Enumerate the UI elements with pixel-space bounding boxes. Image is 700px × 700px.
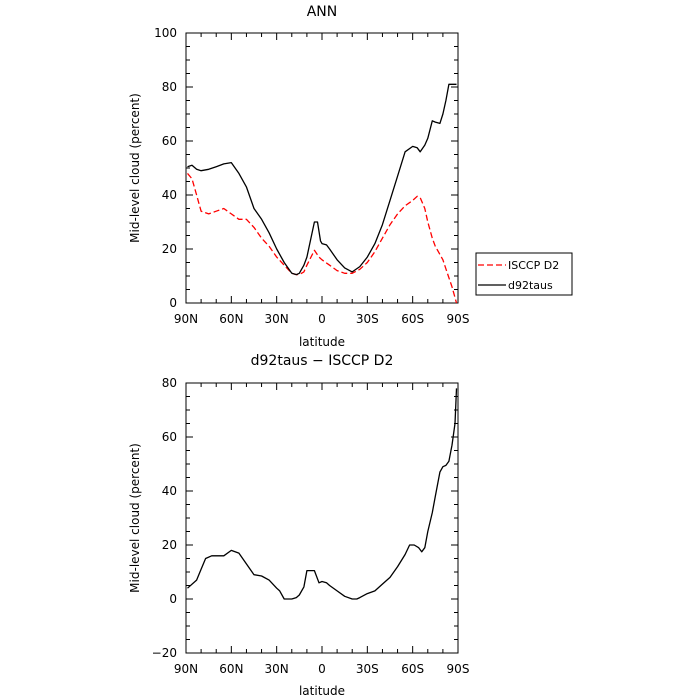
chart-bottom-xlabel: latitude (299, 684, 345, 698)
series-line-top-0 (187, 172, 458, 304)
chart-top-title: ANN (307, 4, 338, 20)
x-tick-label: 90N (174, 312, 198, 326)
y-tick-label: −20 (152, 646, 177, 660)
chart-bottom-ticks: 90N 60N 30N 0 30S 60S 90S −20 0 20 40 60 80 (152, 376, 470, 676)
x-tick-label: 60S (401, 662, 424, 676)
y-tick-label: 0 (169, 592, 177, 606)
chart-top: ANN 90N 60N 30N 0 30S 60S 90S 0 20 40 60 80 100 lati… (128, 4, 573, 349)
y-tick-label: 80 (162, 376, 177, 390)
chart-top-ylabel: Mid-level cloud (percent) (128, 93, 142, 243)
x-tick-label: 30N (265, 312, 289, 326)
x-tick-label: 0 (318, 662, 326, 676)
y-tick-label: 40 (162, 484, 177, 498)
chart-top-xlabel: latitude (299, 335, 345, 349)
chart-bottom-title: d92taus − ISCCP D2 (251, 353, 394, 369)
x-tick-label: 90N (174, 662, 198, 676)
x-tick-label: 60N (219, 312, 243, 326)
x-tick-label: 30S (356, 662, 379, 676)
legend-label-d92taus: d92taus (508, 279, 553, 292)
chart-top-ticks: 90N 60N 30N 0 30S 60S 90S 0 20 40 60 80 100 (154, 26, 469, 326)
x-tick-label: 30S (356, 312, 379, 326)
y-tick-label: 20 (162, 242, 177, 256)
chart-top-frame (185, 32, 459, 304)
chart-top-legend: ISCCP D2 d92taus (475, 252, 573, 296)
x-tick-label: 30N (265, 662, 289, 676)
x-tick-label: 90S (447, 662, 470, 676)
x-tick-label: 60S (401, 312, 424, 326)
chart-bottom-frame (185, 382, 459, 654)
chart-bottom: d92taus − ISCCP D2 90N 60N 30N 0 30S 60S 90S −2… (128, 353, 469, 698)
y-tick-label: 60 (162, 430, 177, 444)
series-line-bottom-0 (187, 388, 458, 600)
chart-bottom-ylabel: Mid-level cloud (percent) (128, 443, 142, 593)
y-tick-label: 0 (169, 296, 177, 310)
series-line-top-1 (187, 83, 457, 276)
x-tick-label: 60N (219, 662, 243, 676)
x-tick-label: 90S (447, 312, 470, 326)
chart-top-series-group (187, 83, 458, 304)
y-tick-label: 60 (162, 134, 177, 148)
legend-box (475, 252, 573, 296)
y-tick-label: 40 (162, 188, 177, 202)
y-tick-label: 100 (154, 26, 177, 40)
y-tick-label: 20 (162, 538, 177, 552)
chart-bottom-series-group (187, 388, 458, 600)
y-tick-label: 80 (162, 80, 177, 94)
x-tick-label: 0 (318, 312, 326, 326)
legend-label-isccp: ISCCP D2 (508, 259, 559, 272)
